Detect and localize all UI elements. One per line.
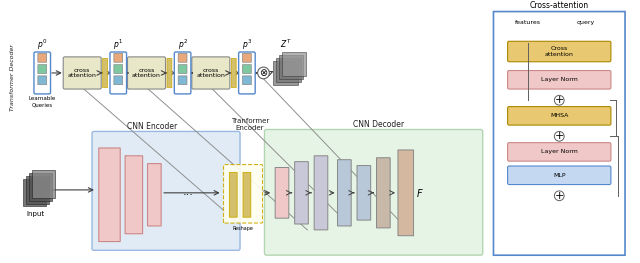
Text: $F$: $F$ — [417, 187, 424, 199]
FancyBboxPatch shape — [102, 58, 108, 88]
Text: Transformer Decoder: Transformer Decoder — [10, 44, 15, 111]
Circle shape — [554, 191, 564, 201]
Text: query: query — [577, 20, 595, 25]
Circle shape — [554, 95, 564, 105]
Text: Input: Input — [26, 211, 45, 217]
Text: cross
attention: cross attention — [196, 68, 225, 78]
Polygon shape — [279, 55, 303, 79]
Text: ...: ... — [183, 187, 194, 197]
FancyBboxPatch shape — [114, 65, 123, 73]
FancyBboxPatch shape — [508, 70, 611, 89]
Text: Cross
attention: Cross attention — [545, 46, 573, 57]
FancyBboxPatch shape — [92, 132, 240, 250]
FancyBboxPatch shape — [167, 58, 172, 88]
FancyBboxPatch shape — [125, 156, 143, 234]
FancyBboxPatch shape — [314, 156, 328, 230]
FancyBboxPatch shape — [294, 162, 308, 224]
Text: $p^1$: $p^1$ — [113, 37, 124, 52]
Polygon shape — [276, 58, 301, 82]
Text: Layer Norm: Layer Norm — [541, 149, 578, 154]
FancyBboxPatch shape — [110, 52, 127, 94]
FancyBboxPatch shape — [178, 65, 187, 73]
FancyBboxPatch shape — [357, 165, 371, 220]
Text: Cross-attention: Cross-attention — [530, 1, 589, 10]
FancyBboxPatch shape — [243, 76, 252, 85]
Text: $p^3$: $p^3$ — [242, 37, 252, 52]
Text: MLP: MLP — [553, 173, 566, 178]
FancyBboxPatch shape — [229, 172, 237, 217]
FancyBboxPatch shape — [264, 129, 483, 255]
FancyBboxPatch shape — [38, 76, 47, 85]
FancyBboxPatch shape — [223, 165, 262, 223]
FancyBboxPatch shape — [243, 53, 252, 62]
Text: MHSA: MHSA — [550, 113, 568, 118]
Text: Tranformer
Encoder: Tranformer Encoder — [230, 118, 269, 132]
Text: $p^2$: $p^2$ — [177, 37, 188, 52]
Text: $Z^T$: $Z^T$ — [280, 37, 292, 49]
Polygon shape — [23, 179, 46, 206]
FancyBboxPatch shape — [275, 168, 289, 218]
FancyBboxPatch shape — [376, 158, 390, 228]
Polygon shape — [29, 173, 52, 201]
FancyBboxPatch shape — [239, 52, 255, 94]
FancyBboxPatch shape — [178, 53, 187, 62]
Circle shape — [258, 67, 269, 79]
FancyBboxPatch shape — [99, 148, 120, 241]
Text: Learnable
Queries: Learnable Queries — [29, 96, 56, 107]
Text: cross
attention: cross attention — [132, 68, 161, 78]
FancyBboxPatch shape — [192, 57, 230, 89]
FancyBboxPatch shape — [38, 53, 47, 62]
FancyBboxPatch shape — [243, 65, 252, 73]
FancyBboxPatch shape — [178, 76, 187, 85]
FancyBboxPatch shape — [38, 65, 47, 73]
FancyBboxPatch shape — [63, 57, 101, 89]
Text: +: + — [555, 131, 564, 141]
FancyBboxPatch shape — [337, 160, 351, 226]
Circle shape — [554, 132, 564, 141]
FancyBboxPatch shape — [508, 166, 611, 185]
Polygon shape — [31, 170, 55, 198]
FancyBboxPatch shape — [174, 52, 191, 94]
FancyBboxPatch shape — [398, 150, 413, 236]
FancyBboxPatch shape — [508, 107, 611, 125]
Text: Reshape: Reshape — [232, 226, 253, 231]
Text: ⊗: ⊗ — [259, 68, 268, 78]
FancyBboxPatch shape — [508, 143, 611, 161]
FancyBboxPatch shape — [114, 76, 123, 85]
FancyBboxPatch shape — [243, 172, 251, 217]
Text: cross
attention: cross attention — [68, 68, 97, 78]
Polygon shape — [273, 61, 298, 85]
FancyBboxPatch shape — [127, 57, 166, 89]
Text: $p^0$: $p^0$ — [37, 37, 47, 52]
Text: +: + — [555, 191, 564, 201]
Text: CNN Decoder: CNN Decoder — [353, 120, 404, 129]
Text: +: + — [555, 95, 564, 105]
FancyBboxPatch shape — [34, 52, 51, 94]
FancyBboxPatch shape — [508, 41, 611, 62]
FancyBboxPatch shape — [114, 53, 123, 62]
Text: Layer Norm: Layer Norm — [541, 77, 578, 82]
FancyBboxPatch shape — [231, 58, 236, 88]
Polygon shape — [282, 53, 307, 76]
FancyBboxPatch shape — [147, 164, 161, 226]
Text: CNN Encoder: CNN Encoder — [127, 123, 177, 132]
Text: features: features — [515, 20, 541, 25]
FancyBboxPatch shape — [493, 12, 625, 255]
Polygon shape — [26, 176, 49, 204]
